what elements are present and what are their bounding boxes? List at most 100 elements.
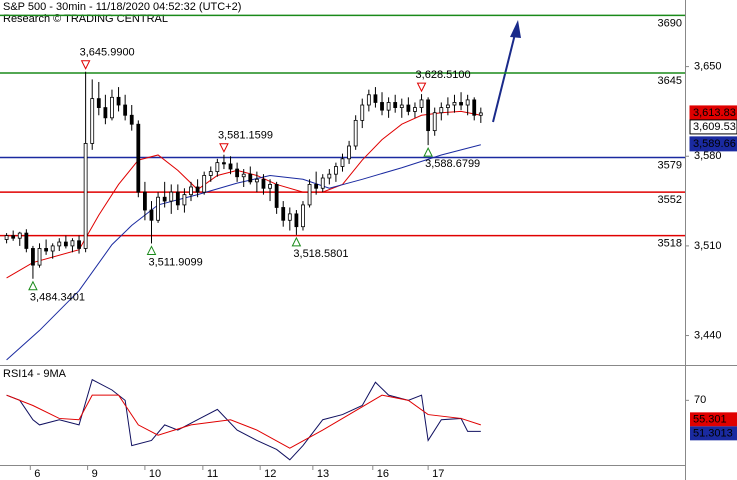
rsi-line: [6, 378, 481, 461]
candle-body: [90, 98, 95, 144]
candle-body: [248, 173, 253, 183]
candle-body: [281, 207, 286, 221]
candle-body: [307, 184, 312, 206]
x-tick-label: 11: [207, 468, 218, 480]
candle-body: [44, 248, 49, 252]
candle-body: [24, 232, 29, 249]
candle-body: [17, 232, 22, 239]
candle-body: [169, 191, 174, 202]
x-tick-label: 12: [264, 468, 276, 480]
candle-body: [366, 94, 371, 106]
candle-body: [320, 177, 325, 189]
candle-body: [162, 196, 167, 202]
y-tick-label: 3,510: [694, 240, 722, 252]
x-tick-label: 10: [149, 468, 161, 480]
candle-body: [439, 107, 444, 114]
candle-body: [63, 241, 68, 247]
candle-body: [123, 104, 128, 116]
low-marker: [423, 147, 433, 157]
candle-body: [274, 184, 279, 208]
candle-body: [149, 209, 154, 221]
candle-body: [373, 94, 378, 103]
candle-body: [116, 96, 121, 106]
candle-body: [241, 173, 246, 178]
candle-body: [426, 99, 431, 132]
candle-body: [445, 104, 450, 108]
candle-body: [208, 171, 213, 176]
candle-body: [459, 102, 463, 106]
level-label: 3518: [658, 238, 682, 250]
forecast-arrow: [492, 29, 517, 123]
candle-body: [83, 143, 88, 249]
high-label: 3,581.1599: [218, 130, 273, 142]
candle-body: [327, 173, 332, 179]
candle-body: [254, 178, 259, 183]
candle-body: [386, 102, 391, 111]
candle-body: [202, 175, 207, 193]
y-tick-label: 3,650: [694, 61, 722, 73]
rsi-tick-label: 70: [694, 394, 706, 406]
candle-body: [261, 178, 266, 189]
high-label: 3,628.5100: [416, 69, 471, 81]
chart-title: S&P 500 - 30min - 11/18/2020 04:52:32 (U…: [3, 1, 241, 13]
price-label-box: [689, 119, 737, 135]
low-label: 3,588.6799: [425, 158, 480, 170]
forecast-arrow-head: [510, 20, 521, 38]
candle-body: [215, 162, 220, 173]
high-label: 3,645.9900: [80, 47, 135, 59]
price-label: 3,609.53: [693, 121, 736, 133]
candle-body: [175, 191, 180, 206]
candle-body: [37, 248, 42, 266]
candle-body: [452, 102, 457, 106]
level-label: 3690: [658, 17, 682, 29]
low-label: 3,484.3401: [30, 292, 85, 304]
candle-body: [129, 114, 134, 125]
low-label: 3,518.5801: [293, 248, 348, 260]
candle-body: [189, 186, 193, 196]
candle-body: [136, 123, 141, 193]
candle-body: [347, 145, 351, 160]
candle-body: [340, 158, 345, 167]
y-tick-label: 3,440: [694, 329, 722, 341]
rsi-label: 55.301: [693, 413, 727, 425]
candle-body: [77, 240, 81, 249]
level-label: 3579: [658, 159, 682, 171]
price-label: 3,613.83: [693, 107, 736, 119]
candle-body: [4, 235, 9, 240]
rsi-label-box: [690, 426, 737, 441]
low-label: 3,511.9099: [148, 256, 202, 268]
x-tick-label: 6: [34, 468, 40, 480]
candle-body: [11, 235, 16, 239]
candle-body: [96, 98, 101, 108]
candle-body: [156, 196, 160, 221]
candle-body: [399, 104, 404, 108]
level-label: 3552: [658, 194, 682, 206]
candle-body: [31, 248, 35, 266]
candle-body: [228, 163, 233, 170]
candle-body: [195, 186, 200, 193]
x-tick-label: 16: [377, 468, 389, 480]
price-label-box: [689, 136, 737, 152]
high-marker: [416, 82, 427, 93]
level-label: 3645: [658, 75, 682, 87]
y-tick-label: 3,580: [694, 150, 722, 162]
x-tick-label: 13: [317, 468, 329, 480]
candle-body: [406, 104, 411, 112]
candle-body: [334, 166, 338, 175]
x-tick-label: 9: [92, 468, 98, 480]
moving-average: [6, 144, 481, 361]
high-marker: [80, 60, 91, 70]
x-tick-label: 17: [432, 468, 444, 480]
low-marker: [28, 280, 38, 291]
rsi-label: 51.3013: [693, 427, 733, 439]
rsi-label-box: [690, 412, 737, 427]
candle-body: [432, 112, 437, 132]
candle-body: [380, 102, 384, 111]
candle-body: [268, 184, 272, 189]
candle-body: [103, 107, 108, 119]
candle-body: [182, 194, 187, 206]
price-label: 3,589.66: [693, 138, 736, 150]
candle-body: [419, 99, 424, 108]
